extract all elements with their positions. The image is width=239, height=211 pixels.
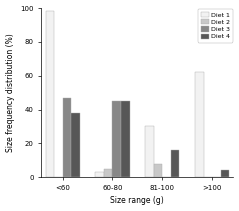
Y-axis label: Size frequency distribution (%): Size frequency distribution (%) (5, 33, 15, 152)
Bar (112, 101, 121, 177)
Bar (63, 98, 71, 177)
Bar (104, 169, 112, 177)
Bar (45, 11, 54, 177)
Bar (195, 72, 204, 177)
Bar (221, 170, 229, 177)
Legend: Diet 1, Diet 2, Diet 3, Diet 4: Diet 1, Diet 2, Diet 3, Diet 4 (198, 9, 233, 43)
Bar (121, 101, 130, 177)
Bar (71, 113, 80, 177)
Bar (171, 150, 179, 177)
Bar (154, 164, 162, 177)
X-axis label: Size range (g): Size range (g) (110, 196, 164, 206)
Bar (95, 172, 104, 177)
Bar (145, 126, 154, 177)
